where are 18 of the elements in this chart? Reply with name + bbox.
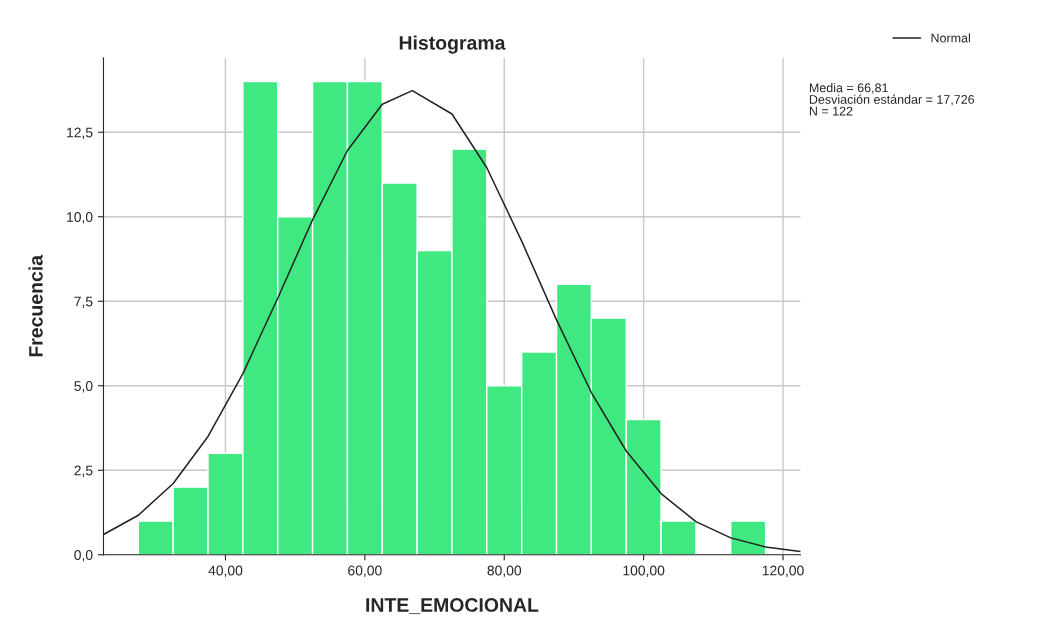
text: Media = 66,81 <box>809 83 888 94</box>
text: N = 122 <box>809 106 853 116</box>
y-tick-label: 0,0 <box>74 550 93 562</box>
y-tick-label: 10,0 <box>67 212 93 224</box>
y-tick-label: 7,5 <box>74 296 93 309</box>
y-tick-label: 2,5 <box>74 465 93 478</box>
x-axis-title: INTE_EMOCIONAL <box>366 598 539 615</box>
x-tick-label: 100,00 <box>623 565 665 578</box>
x-tick-label: 60,00 <box>348 565 382 578</box>
text: Desviación estándar = 17,726 <box>809 94 975 106</box>
y-tick-label: 12,5 <box>67 127 93 140</box>
y-tick-label: 5,0 <box>74 381 93 393</box>
x-tick-label: 120,00 <box>762 565 804 578</box>
y-axis-title: Frecuencia <box>28 254 43 357</box>
x-tick-label: 80,00 <box>487 565 522 578</box>
legend-label: Normal <box>931 33 970 43</box>
x-tick-label: 40,00 <box>208 565 243 578</box>
chart-title: Histograma <box>399 35 506 54</box>
